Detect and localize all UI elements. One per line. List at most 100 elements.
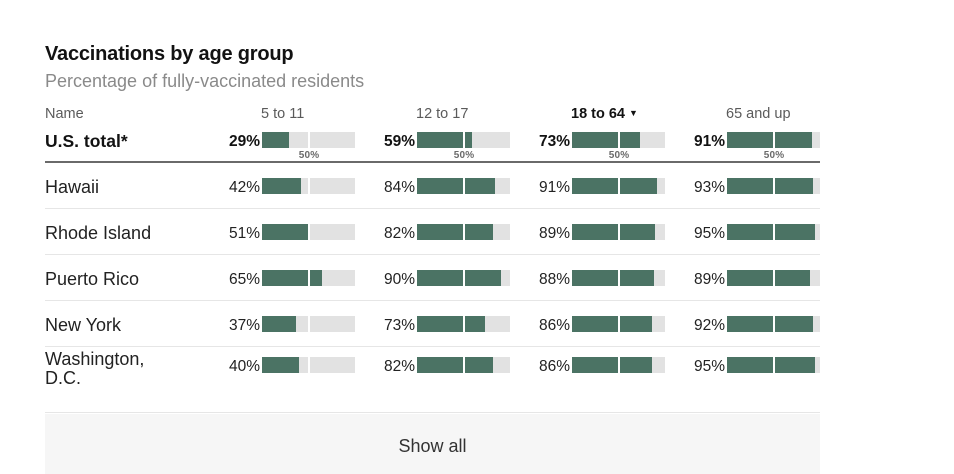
sort-down-triangle-icon: ▼ [629, 108, 638, 118]
bar-track [572, 357, 665, 373]
midpoint-marker [773, 357, 775, 373]
percent-label: 92% [693, 317, 725, 334]
midpoint-marker [618, 316, 620, 332]
bar-track: 50% [417, 132, 510, 161]
reference-50-percent-label: 50% [453, 150, 475, 161]
row-divider [45, 254, 820, 255]
midpoint-marker [308, 178, 310, 194]
bar-fill [727, 224, 815, 240]
chart-subtitle: Percentage of fully-vaccinated residents [45, 71, 365, 91]
bar-track [572, 270, 665, 286]
bar-fill [572, 178, 657, 194]
table-row: Washington, D.C. 40% 82% 86% 95% [45, 350, 820, 410]
reference-50-percent-label: 50% [608, 150, 630, 161]
bar-track [727, 224, 820, 240]
bar-fill [572, 270, 654, 286]
midpoint-marker [308, 270, 310, 286]
percent-label: 86% [538, 358, 570, 375]
percent-label: 73% [538, 133, 570, 150]
bar-track [417, 224, 510, 240]
bar-fill [417, 270, 501, 286]
table-row: Puerto Rico 65% 90% 88% 89% [45, 258, 820, 298]
midpoint-marker [463, 316, 465, 332]
bar-fill [417, 132, 472, 148]
percent-label: 29% [228, 133, 260, 150]
midpoint-marker [618, 270, 620, 286]
midpoint-marker [618, 178, 620, 194]
bar-fill [262, 224, 309, 240]
percent-label: 59% [383, 133, 415, 150]
bar-track [727, 178, 820, 194]
bar-track: 50% [262, 132, 355, 161]
midpoint-marker [773, 316, 775, 332]
bar-fill [262, 132, 289, 148]
bar-track [727, 270, 820, 286]
percent-label: 82% [383, 358, 415, 375]
bar-fill [262, 357, 299, 373]
midpoint-marker [308, 316, 310, 332]
bar-fill [572, 316, 652, 332]
midpoint-marker [463, 224, 465, 240]
bar-fill [727, 270, 810, 286]
table-row: New York 37% 73% 86% 92% [45, 304, 820, 344]
midpoint-marker [308, 357, 310, 373]
bar-track [417, 316, 510, 332]
percent-label: 65% [228, 271, 260, 288]
midpoint-marker [618, 224, 620, 240]
column-header-5-to-11[interactable]: 5 to 11 [261, 106, 305, 122]
table-row: Hawaii 42% 84% 91% 93% [45, 166, 820, 206]
bar-fill [727, 357, 815, 373]
midpoint-marker [463, 132, 465, 148]
percent-label: 73% [383, 317, 415, 334]
bar-fill [727, 316, 813, 332]
bar-fill [727, 178, 813, 194]
reference-50-percent-label: 50% [763, 150, 785, 161]
row-name: U.S. total* [45, 131, 128, 151]
row-divider [45, 300, 820, 301]
percent-label: 89% [693, 271, 725, 288]
midpoint-marker [463, 357, 465, 373]
percent-label: 84% [383, 179, 415, 196]
bar-track [262, 270, 355, 286]
show-all-button[interactable]: Show all [45, 414, 820, 474]
percent-label: 91% [693, 133, 725, 150]
row-name: Rhode Island [45, 223, 152, 243]
bar-track [417, 270, 510, 286]
bar-track [262, 357, 355, 373]
row-name: Puerto Rico [45, 269, 140, 289]
midpoint-marker [463, 178, 465, 194]
reference-50-percent-label: 50% [298, 150, 320, 161]
bar-track [262, 224, 355, 240]
row-name: New York [45, 315, 122, 335]
row-name: Hawaii [45, 177, 100, 197]
column-header-65-and-up[interactable]: 65 and up [726, 106, 791, 122]
percent-label: 51% [228, 225, 260, 242]
percent-label: 90% [383, 271, 415, 288]
bar-track [727, 316, 820, 332]
midpoint-marker [308, 132, 310, 148]
bar-fill [417, 316, 485, 332]
bar-fill [417, 357, 493, 373]
bar-track [727, 357, 820, 373]
percent-label: 93% [693, 179, 725, 196]
percent-label: 86% [538, 317, 570, 334]
percent-label: 82% [383, 225, 415, 242]
midpoint-marker [773, 178, 775, 194]
percent-label: 91% [538, 179, 570, 196]
chart-title: Vaccinations by age group [45, 43, 294, 65]
midpoint-marker [618, 132, 620, 148]
percent-label: 42% [228, 179, 260, 196]
bar-fill [262, 270, 322, 286]
midpoint-marker [308, 224, 310, 240]
bar-track [572, 178, 665, 194]
bar-fill [572, 224, 655, 240]
table-row: Rhode Island 51% 82% 89% 95% [45, 212, 820, 252]
midpoint-marker [463, 270, 465, 286]
bar-track: 50% [727, 132, 820, 161]
percent-label: 95% [693, 358, 725, 375]
bar-track [262, 178, 355, 194]
column-header-18-to-64[interactable]: 18 to 64 ▼ [571, 106, 638, 122]
column-header-12-to-17[interactable]: 12 to 17 [416, 106, 469, 122]
midpoint-marker [773, 224, 775, 240]
midpoint-marker [773, 132, 775, 148]
